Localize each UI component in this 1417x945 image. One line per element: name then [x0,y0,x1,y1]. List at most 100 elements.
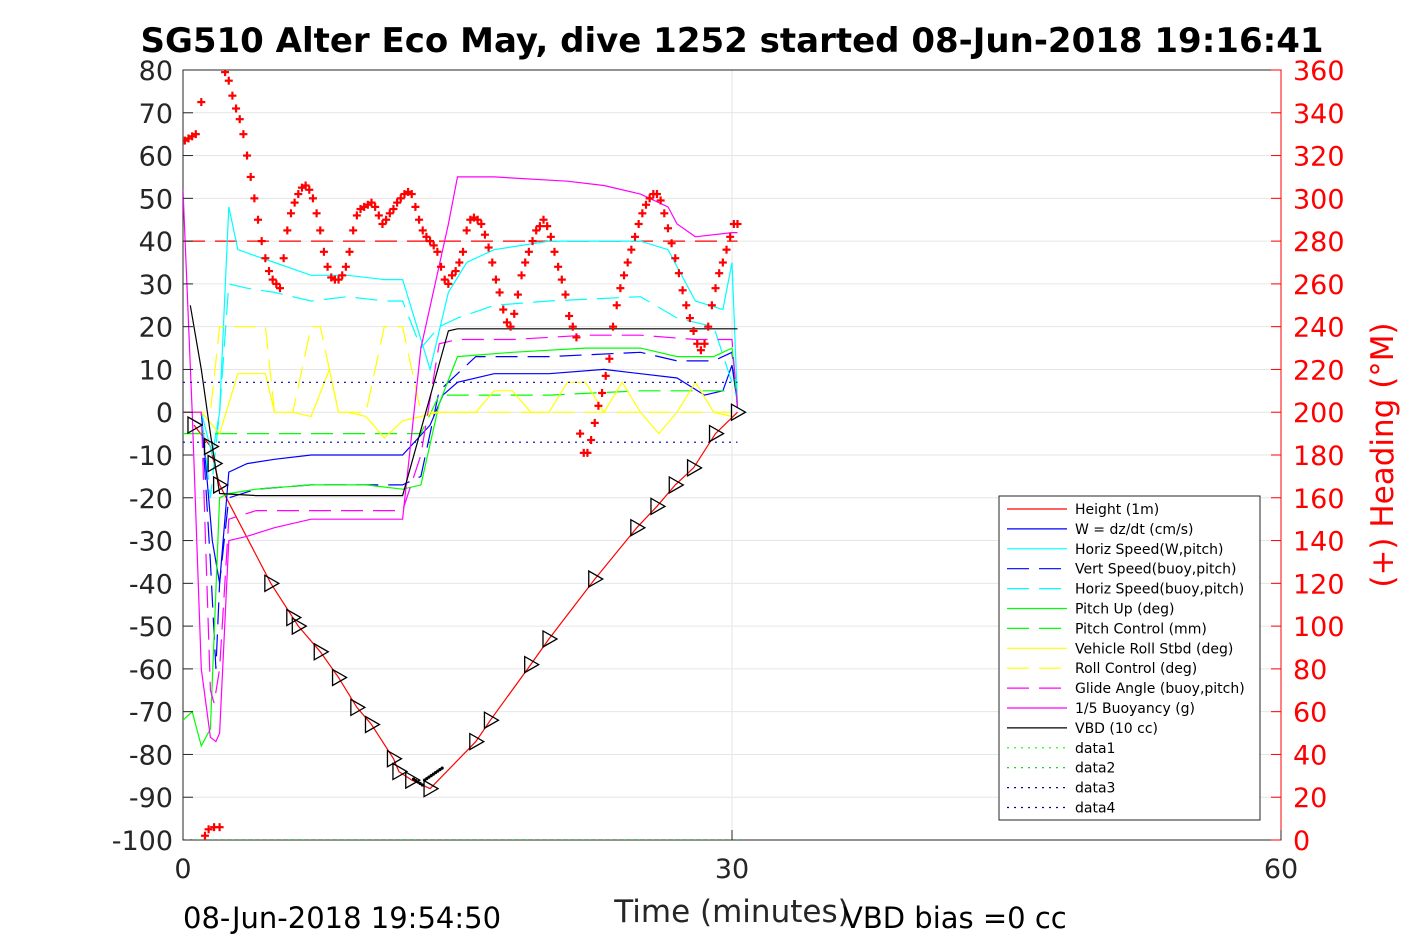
heading-point [440,275,449,284]
heading-point [488,258,497,267]
y-tick-label: 50 [139,184,173,215]
series-line-11 [189,305,738,497]
legend-entry: Glide Angle (buoy,pitch) [1075,681,1245,697]
heading-point [352,211,361,220]
heading-point [312,209,321,218]
heading-point [652,190,661,199]
heading-point [316,226,325,235]
heading-point [546,232,555,241]
height-marker [668,475,685,495]
heading-point [535,222,544,231]
y-right-tick-label: 340 [1293,99,1345,130]
heading-point [583,448,592,457]
height-marker [730,403,747,422]
y-tick-label: -20 [129,484,173,515]
y-right-tick-label: 80 [1293,655,1327,686]
heading-point [715,269,724,278]
heading-point [473,215,482,224]
heading-point [627,245,636,254]
legend-entry: W = dz/dt (cm/s) [1075,522,1194,538]
x-tick-label: 30 [715,854,749,885]
height-marker [392,762,409,781]
y-tick-label: -70 [129,698,173,729]
heading-point [254,215,263,224]
heading-point [598,388,607,397]
heading-point [704,322,713,331]
heading-point [674,269,683,278]
heading-point [480,230,489,239]
heading-point [612,301,621,310]
heading-point [393,198,402,207]
y-tick-label: 60 [139,142,173,173]
heading-point [385,209,394,218]
heading-point [411,202,420,211]
height-marker [187,415,204,435]
heading-point [261,254,270,263]
heading-point [290,198,299,207]
height-marker [386,749,403,768]
heading-point [557,275,566,284]
y-tick-label: 20 [139,313,173,344]
y-right-tick-label: 220 [1293,355,1345,386]
series-line-7 [183,367,733,439]
heading-point [609,322,618,331]
legend-entry: data3 [1075,781,1115,797]
y-tick-label: 0 [156,398,173,429]
y-tick-label: 40 [139,227,173,258]
heading-point [341,262,350,271]
y-tick-label: -90 [129,783,173,814]
series-line-2 [183,206,739,456]
y-tick-label: -80 [129,740,173,771]
series-line-9 [183,334,739,704]
y-right-tick-label: 300 [1293,184,1345,215]
heading-point [246,172,255,181]
heading-point [682,301,691,310]
y-tick-label: 70 [139,99,173,130]
y-tick-label: 10 [139,355,173,386]
heading-point [257,237,266,246]
heading-point [437,262,446,271]
legend-entry: Horiz Speed(buoy,pitch) [1075,582,1244,598]
heading-point [517,271,526,280]
series-line-1 [183,364,739,584]
y-right-tick-label: 260 [1293,270,1345,301]
y-tick-label: 30 [139,270,173,301]
height-marker [686,458,703,477]
heading-point [539,215,548,224]
heading-point [279,254,288,263]
heading-point [286,209,295,218]
y-right-tick-label: 140 [1293,527,1345,558]
legend-entry: 1/5 Buoyancy (g) [1075,701,1195,717]
heading-point [620,271,629,280]
height-marker [291,616,308,636]
legend-entry: data4 [1075,801,1116,817]
footer-timestamp: 08-Jun-2018 19:54:50 [183,901,501,935]
series-line-10 [183,176,738,743]
heading-point [396,194,405,203]
heading-point [382,215,391,224]
heading-point [204,825,213,834]
heading-point [243,151,252,160]
y-right-tick-label: 60 [1293,698,1327,729]
height-marker [630,518,647,537]
heading-point [265,267,274,276]
heading-point [601,371,610,380]
heading-point [433,247,442,256]
heading-point [484,243,493,252]
heading-point [224,76,233,85]
heading-point [605,354,614,363]
heading-point [422,232,431,241]
heading-point [550,247,559,256]
y-right-tick-label: 320 [1293,142,1345,173]
height-marker [423,779,440,798]
heading-point [191,130,200,139]
heading-point [407,190,416,199]
legend-box [998,495,1261,821]
height-marker [708,424,725,443]
heading-point [283,226,292,235]
heading-point [491,275,500,284]
y-right-tick-label: 100 [1293,612,1345,643]
marker-layer [183,70,747,840]
series-line-3 [183,351,739,669]
